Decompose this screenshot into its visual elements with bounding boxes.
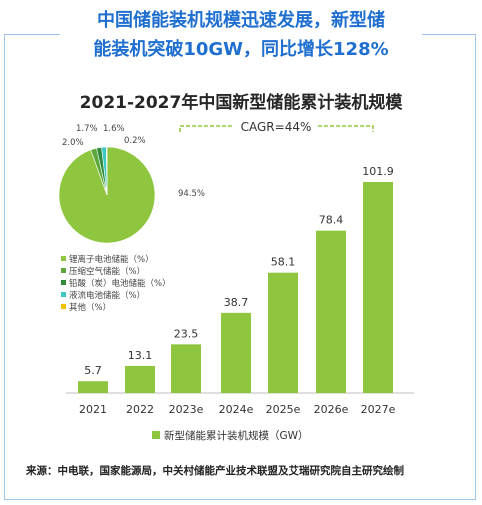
pie-legend-swatch (61, 280, 66, 285)
pie-value-label: 0.2% (124, 136, 146, 146)
legend-label: 新型储能累计装机规模（GW） (164, 429, 309, 442)
bar-value-label: 5.7 (84, 364, 102, 377)
cagr-annotation: CAGR=44% (241, 120, 312, 134)
chart-title: 2021-2027年中国新型储能累计装机规模 (79, 93, 403, 113)
pie-legend-swatch (61, 304, 66, 309)
headline-line-1: 中国储能装机规模迅速发展，新型储 (97, 10, 385, 31)
x-tick-label: 2025e (266, 403, 301, 416)
bar-value-label: 101.9 (362, 165, 394, 178)
bar (171, 344, 201, 393)
x-tick-label: 2021 (79, 403, 107, 416)
bar-value-label: 23.5 (174, 327, 199, 340)
source-note: 来源：中电联，国家能源局，中关村储能产业技术联盟及艾瑞研究院自主研究绘制 (26, 465, 404, 477)
pie-value-label: 94.5% (178, 189, 205, 199)
pie-legend-swatch (61, 256, 66, 261)
pie-value-label: 2.0% (62, 138, 84, 148)
pie-legend-label: 铅酸（炭）电池储能（%） (69, 278, 171, 289)
pie-legend-label: 其他（%） (69, 302, 111, 313)
pie-legend-label: 锂离子电池储能（%） (69, 254, 154, 265)
cagr-bracket (179, 125, 374, 132)
bar (125, 365, 155, 393)
bar-value-label: 78.4 (319, 214, 344, 227)
bar (363, 182, 393, 393)
pie-value-label: 1.7% (76, 124, 98, 134)
x-tick-label: 2023e (169, 403, 204, 416)
bar-value-label: 38.7 (224, 296, 249, 309)
x-tick-label: 2026e (314, 403, 349, 416)
bar-value-label: 58.1 (271, 256, 296, 269)
bar (316, 230, 346, 393)
bar (221, 312, 251, 393)
pie-slice (106, 146, 108, 196)
x-tick-label: 2027e (361, 403, 396, 416)
headline: 中国储能装机规模迅速发展，新型储 能装机突破10GW，同比增长128% (60, 6, 422, 68)
x-tick-label: 2022 (126, 403, 154, 416)
bar (78, 381, 108, 393)
pie-legend-label: 压缩空气储能（%） (69, 266, 145, 277)
pie-legend-swatch (61, 292, 66, 297)
x-tick-label: 2024e (219, 403, 254, 416)
bar (268, 272, 298, 393)
pie-legend-swatch (61, 268, 66, 273)
pie-legend-label: 液流电池储能（%） (69, 290, 145, 301)
bar-value-label: 13.1 (128, 349, 153, 362)
headline-line-2: 能装机突破10GW，同比增长128% (93, 39, 389, 60)
pie-value-label: 1.6% (103, 124, 125, 134)
legend-swatch (152, 431, 160, 439)
